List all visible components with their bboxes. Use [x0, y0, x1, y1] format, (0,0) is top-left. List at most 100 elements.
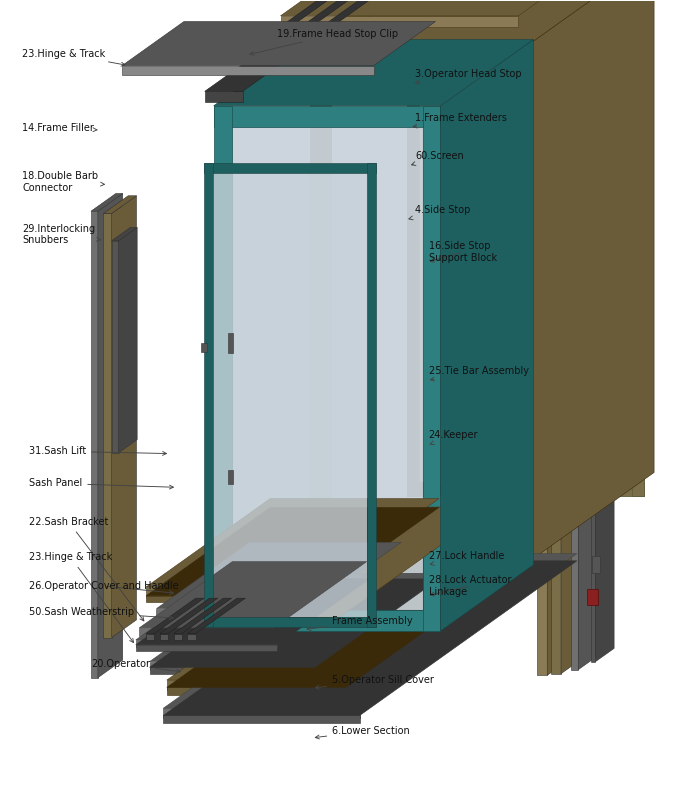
Text: 31.Sash Lift: 31.Sash Lift	[29, 447, 167, 456]
Polygon shape	[591, 224, 614, 238]
Polygon shape	[111, 241, 118, 453]
Text: 1.Frame Extenders: 1.Frame Extenders	[413, 113, 507, 128]
Polygon shape	[407, 0, 644, 496]
Polygon shape	[149, 667, 315, 675]
Polygon shape	[243, 53, 253, 61]
Polygon shape	[111, 196, 136, 638]
Polygon shape	[423, 106, 440, 631]
Polygon shape	[582, 285, 590, 308]
Polygon shape	[163, 554, 577, 708]
Text: 6.Lower Section: 6.Lower Section	[316, 725, 410, 739]
Text: 26.Operator Cover and Handle: 26.Operator Cover and Handle	[29, 581, 179, 595]
Polygon shape	[596, 224, 614, 662]
Polygon shape	[579, 138, 603, 670]
Polygon shape	[201, 343, 207, 352]
Polygon shape	[407, 482, 644, 496]
Polygon shape	[232, 127, 423, 610]
Text: 5.Operator Sill Cover: 5.Operator Sill Cover	[316, 675, 434, 689]
Polygon shape	[509, 44, 530, 561]
Polygon shape	[136, 579, 370, 645]
Text: 23.Hinge & Track: 23.Hinge & Track	[29, 552, 134, 642]
Polygon shape	[530, 0, 654, 561]
Polygon shape	[160, 598, 218, 634]
Text: 60.Screen: 60.Screen	[412, 151, 464, 165]
Text: 27.Lock Handle: 27.Lock Handle	[429, 550, 504, 565]
Polygon shape	[156, 609, 308, 615]
Polygon shape	[204, 617, 376, 627]
Polygon shape	[146, 499, 439, 587]
Polygon shape	[280, 16, 518, 27]
Polygon shape	[174, 634, 182, 640]
Polygon shape	[204, 163, 213, 627]
Polygon shape	[139, 562, 367, 628]
Polygon shape	[118, 227, 137, 453]
Polygon shape	[156, 542, 401, 609]
Polygon shape	[146, 634, 154, 640]
Polygon shape	[170, 507, 494, 617]
Text: 19.Frame Head Stop Clip: 19.Frame Head Stop Clip	[250, 28, 398, 56]
Polygon shape	[228, 470, 233, 484]
Polygon shape	[213, 173, 367, 617]
Polygon shape	[572, 156, 579, 670]
Polygon shape	[167, 680, 346, 690]
Polygon shape	[561, 125, 599, 674]
Text: Sash Panel: Sash Panel	[29, 478, 174, 489]
Polygon shape	[146, 508, 439, 596]
Polygon shape	[204, 163, 376, 173]
Polygon shape	[174, 598, 232, 634]
Polygon shape	[310, 44, 331, 561]
Polygon shape	[149, 662, 315, 670]
Polygon shape	[91, 211, 98, 678]
Polygon shape	[188, 634, 196, 640]
Polygon shape	[367, 163, 376, 627]
Polygon shape	[163, 561, 577, 716]
Polygon shape	[591, 238, 596, 662]
Polygon shape	[91, 193, 122, 211]
Polygon shape	[589, 417, 599, 437]
Polygon shape	[440, 39, 534, 631]
Text: Frame Assembly: Frame Assembly	[307, 617, 413, 630]
Polygon shape	[188, 598, 246, 634]
Polygon shape	[214, 39, 534, 106]
Polygon shape	[592, 555, 601, 573]
Polygon shape	[103, 214, 111, 638]
Polygon shape	[280, 0, 611, 16]
Polygon shape	[588, 306, 600, 324]
Polygon shape	[163, 708, 360, 718]
Text: 3.Operator Head Stop: 3.Operator Head Stop	[415, 69, 522, 84]
Text: 29.Interlocking
Snubbers: 29.Interlocking Snubbers	[22, 223, 101, 245]
Polygon shape	[111, 227, 137, 241]
Polygon shape	[136, 645, 277, 651]
Polygon shape	[103, 196, 136, 214]
Polygon shape	[167, 547, 532, 680]
Polygon shape	[537, 127, 585, 153]
Polygon shape	[547, 127, 585, 675]
Text: 22.Sash Bracket: 22.Sash Bracket	[29, 517, 144, 621]
Polygon shape	[588, 589, 599, 605]
Polygon shape	[263, 0, 367, 53]
Polygon shape	[122, 22, 435, 65]
Polygon shape	[228, 607, 248, 625]
Polygon shape	[146, 587, 315, 597]
Text: 14.Frame Filler: 14.Frame Filler	[22, 123, 97, 133]
Polygon shape	[136, 640, 277, 647]
Polygon shape	[163, 716, 360, 723]
Polygon shape	[310, 537, 530, 561]
Polygon shape	[205, 25, 336, 91]
Polygon shape	[214, 106, 440, 127]
Polygon shape	[149, 573, 439, 662]
Polygon shape	[160, 634, 168, 640]
Polygon shape	[205, 91, 243, 102]
Text: 4.Side Stop: 4.Side Stop	[409, 206, 471, 220]
Polygon shape	[551, 125, 599, 152]
Text: 25.Tie Bar Assembly: 25.Tie Bar Assembly	[429, 366, 529, 381]
Polygon shape	[122, 65, 374, 75]
Polygon shape	[588, 210, 600, 228]
Polygon shape	[310, 0, 654, 44]
Polygon shape	[214, 106, 232, 631]
Polygon shape	[146, 598, 204, 634]
Polygon shape	[310, 0, 455, 44]
Text: 18.Double Barb
Connector: 18.Double Barb Connector	[22, 172, 104, 193]
Polygon shape	[263, 53, 273, 61]
Text: 20.Operator: 20.Operator	[91, 659, 181, 673]
